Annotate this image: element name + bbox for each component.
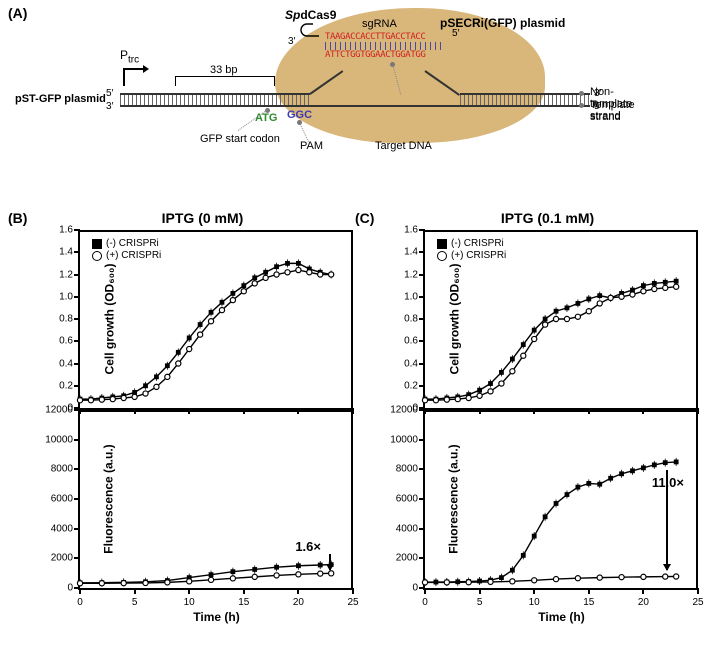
panel-a-label: (A) [8,5,27,21]
sgrna-3prime: 3′ [288,36,295,47]
pam-callout: PAM [300,140,323,152]
fold-arrow-c-icon [666,470,668,570]
panel-c-growth-plot: Cell growth (OD₆₀₀) (-) CRISPRi (+) CRIS… [423,230,698,410]
curve-b-growth [80,230,353,408]
ts-label: Template strand [590,99,635,123]
promoter-arrow-icon [123,68,143,86]
target-callout: Target DNA [375,140,432,152]
panel-c-fluor-plot: Fluorescence (a.u.) 11.0× 02000400060008… [423,410,698,590]
panel-c-label: (C) [355,210,374,226]
sgrna-seq: TAAGACCACCTTGACCTACC [325,32,425,42]
curve-c-growth [425,230,698,408]
target-dna-seq: ATTCTGGTGGAACTGGATGG [325,50,425,60]
sgrna-label: sgRNA [362,18,397,30]
atg-codon: ATG [255,112,277,124]
pst-gfp-label: pST-GFP plasmid [15,93,106,105]
basepair-ticks-icon [325,42,445,50]
xlabel-b: Time (h) [78,610,355,624]
dot-nts-icon [579,91,584,96]
panel-b-fluor-plot: Fluorescence (a.u.) 1.6× 020004000600080… [78,410,353,590]
xlabel-c: Time (h) [423,610,700,624]
sgrna-hairpin-icon [295,20,323,38]
fold-b: 1.6× [295,539,321,554]
fold-arrow-b-icon [329,554,331,570]
curve-c-fluor [425,410,698,588]
dot-ts-icon [579,103,584,108]
panel-b-title: IPTG (0 mM) [50,210,355,226]
curve-b-fluor [80,410,353,588]
panel-c-column: IPTG (0.1 mM) Cell growth (OD₆₀₀) (-) CR… [395,210,700,624]
gfp-callout: GFP start codon [200,133,280,145]
sgrna-5prime: 5′ [452,28,459,39]
panel-b-growth-plot: Cell growth (OD₆₀₀) (-) CRISPRi (+) CRIS… [78,230,353,410]
dsdna [120,93,590,107]
end-5prime-tl: 5′ [106,88,113,99]
distance-bracket [175,76,275,86]
distance-label: 33 bp [210,64,238,76]
panel-b-label: (B) [8,210,27,226]
ptrc-label: Ptrc [120,48,139,65]
panel-a-diagram: SpdCas9 pSECRi(GFP) plasmid sgRNA Ptrc 3… [120,8,590,183]
end-3prime-bl: 3′ [106,101,113,112]
panel-c-title: IPTG (0.1 mM) [395,210,700,226]
panel-b-column: IPTG (0 mM) Cell growth (OD₆₀₀) (-) CRIS… [50,210,355,624]
